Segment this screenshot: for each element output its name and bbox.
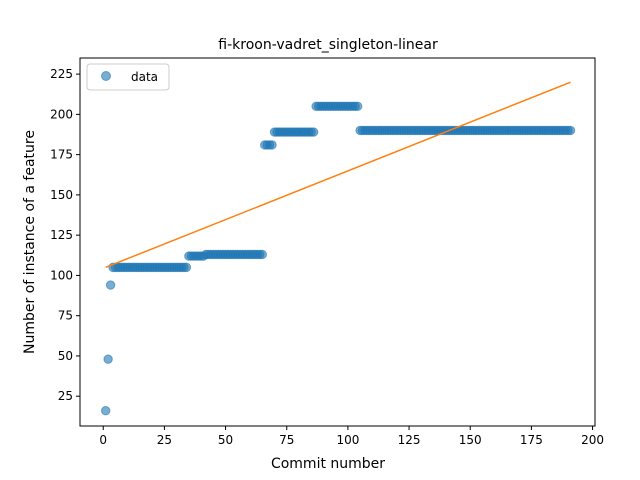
- data-point: [257, 249, 267, 260]
- y-tick-label: 200: [50, 107, 73, 121]
- y-tick-label: 75: [58, 309, 73, 323]
- y-tick-label: 50: [58, 349, 73, 363]
- y-tick-label: 225: [50, 67, 73, 81]
- legend: data: [86, 63, 170, 91]
- y-tick-label: 125: [50, 228, 73, 242]
- data-point: [105, 280, 116, 290]
- data-point: [181, 262, 192, 273]
- data-point: [565, 125, 576, 136]
- x-tick-label: 25: [157, 433, 172, 447]
- x-tick-label: 125: [398, 433, 421, 447]
- data-point: [100, 406, 111, 416]
- y-axis-label: Number of instance of a feature: [22, 130, 38, 354]
- y-tick-label: 100: [50, 268, 73, 282]
- y-tick-label: 175: [50, 148, 73, 162]
- data-point: [267, 140, 277, 150]
- y-tick-label: 25: [58, 389, 73, 403]
- x-tick-label: 150: [459, 433, 482, 447]
- data-point: [103, 354, 113, 364]
- x-tick-label: 75: [279, 433, 294, 447]
- y-tick-label: 150: [50, 188, 73, 202]
- x-tick-label: 50: [218, 433, 233, 447]
- legend-marker-data: [101, 71, 111, 81]
- x-axis-label: Commit number: [271, 456, 385, 472]
- data-point: [352, 101, 363, 112]
- axes-frame: [79, 57, 596, 427]
- data-point: [308, 127, 319, 137]
- x-tick-label: 100: [336, 433, 359, 447]
- x-tick-label: 200: [581, 433, 604, 447]
- x-tick-label: 175: [520, 433, 543, 447]
- legend-label-data: data: [131, 70, 158, 84]
- fit-line: [105, 81, 571, 269]
- legend-frame: [86, 63, 170, 91]
- x-tick-label: 0: [99, 433, 107, 447]
- plot-area: 0 25 50 75 100 125 150 175 200 25 50 75 100 125 150 175…: [50, 57, 604, 447]
- chart-title: fi-kroon-vadret_singleton-linear: [218, 37, 438, 53]
